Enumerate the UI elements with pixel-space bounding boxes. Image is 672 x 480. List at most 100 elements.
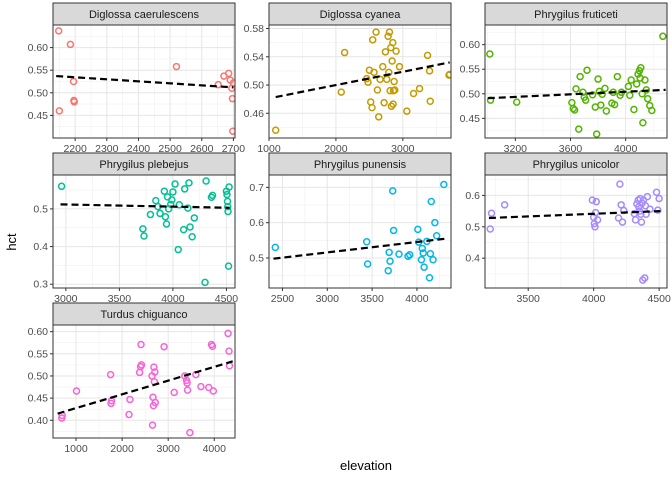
data-point: [388, 57, 396, 65]
data-point: [654, 206, 662, 214]
data-point: [391, 86, 399, 94]
data-point: [148, 421, 157, 429]
panel-border: [484, 174, 668, 289]
y-tick-label: 0.4: [465, 253, 480, 265]
y-tick-label: 0.46: [244, 108, 265, 120]
data-point: [386, 86, 394, 95]
data-point: [389, 38, 397, 47]
x-tick-label: 3200: [504, 143, 528, 155]
panel-border: [52, 174, 236, 289]
data-point: [384, 266, 392, 275]
data-point: [202, 177, 210, 185]
y-tick-label: 0.58: [244, 23, 265, 35]
data-point: [575, 125, 583, 133]
y-tick-label: 0.45: [28, 393, 49, 405]
data-point: [225, 347, 233, 355]
data-point: [186, 428, 194, 437]
x-tick-label: 1000: [257, 143, 281, 155]
data-point: [126, 395, 134, 404]
trend-line: [275, 61, 450, 99]
data-point: [512, 98, 521, 106]
plot-background: [485, 175, 667, 288]
data-point: [487, 209, 496, 218]
y-tick-label: 0.55: [28, 65, 49, 77]
data-point: [384, 32, 392, 41]
y-tick-label: 0.55: [460, 64, 481, 76]
data-point: [640, 274, 649, 282]
data-point: [183, 386, 192, 394]
data-point: [602, 107, 611, 115]
y-tick-label: 0.60: [28, 326, 49, 338]
data-point: [188, 233, 196, 241]
data-point: [648, 106, 656, 115]
data-point: [427, 197, 436, 206]
panel-strip-label: Phrygilus punensis: [314, 159, 407, 171]
data-point: [588, 91, 597, 99]
panel-strip-label: Turdus chiguanco: [100, 309, 187, 321]
data-point: [368, 103, 376, 112]
panel-strip-label: Diglossa cyanea: [320, 9, 402, 21]
y-tick-label: 0.7: [249, 182, 264, 194]
data-point: [643, 192, 652, 201]
data-point: [415, 84, 424, 93]
data-point: [381, 48, 390, 56]
data-point: [591, 223, 599, 231]
data-marks: [57, 329, 234, 437]
y-tick-label: 0.5: [465, 221, 480, 233]
data-point: [646, 205, 654, 213]
data-point: [179, 225, 188, 234]
data-point: [383, 75, 391, 84]
data-point: [388, 187, 397, 195]
data-point: [340, 48, 349, 57]
data-point: [224, 69, 233, 78]
trend-line: [57, 360, 234, 415]
panel-strip-label: Phrygilus fruticeti: [534, 9, 618, 21]
data-point: [597, 101, 605, 109]
data-point: [592, 130, 601, 138]
data-point: [423, 51, 432, 60]
y-tick-label: 0.54: [244, 51, 265, 63]
data-point: [627, 76, 635, 84]
plot-background: [269, 175, 451, 288]
data-point: [579, 88, 587, 97]
x-tick-label: 3600: [559, 143, 583, 155]
data-point: [385, 248, 393, 257]
data-point: [373, 86, 382, 94]
y-axis-title: hct: [4, 233, 19, 251]
data-point: [214, 80, 222, 89]
data-point: [168, 196, 176, 204]
data-point: [374, 113, 383, 121]
data-point: [588, 196, 597, 204]
data-point: [66, 40, 75, 49]
data-point: [659, 32, 667, 41]
data-marks: [486, 32, 667, 138]
data-point: [151, 398, 160, 407]
data-point: [209, 387, 218, 395]
y-tick-label: 0.50: [244, 80, 265, 92]
data-point: [576, 72, 584, 81]
panel-border: [52, 24, 236, 139]
panel-phrygilus-fruticeti: Phrygilus fruticeti 3200 3600 4000 0.45 0.50 0…: [460, 2, 668, 155]
data-point: [652, 188, 661, 197]
data-point: [161, 213, 170, 221]
data-point: [229, 79, 235, 87]
x-tick-label: 2000: [110, 443, 134, 455]
data-point: [183, 379, 191, 387]
x-tick-label: 4000: [614, 143, 638, 155]
y-tick-label: 0.3: [33, 279, 48, 291]
data-point: [420, 263, 428, 271]
data-point: [618, 218, 627, 226]
x-tick-label: 4000: [405, 293, 429, 305]
data-point: [409, 89, 418, 98]
data-point: [201, 278, 209, 287]
panel-phrygilus-punensis: Phrygilus punensis 2500 3000 3500 4000 0.5 0.6…: [249, 152, 452, 305]
data-point: [180, 185, 189, 193]
x-tick-label: 2300: [95, 143, 119, 155]
data-point: [337, 88, 346, 96]
data-point: [417, 256, 426, 264]
data-point: [610, 100, 619, 109]
data-point: [386, 257, 394, 265]
data-point: [486, 225, 494, 233]
data-point: [569, 104, 577, 113]
data-point: [591, 208, 600, 217]
